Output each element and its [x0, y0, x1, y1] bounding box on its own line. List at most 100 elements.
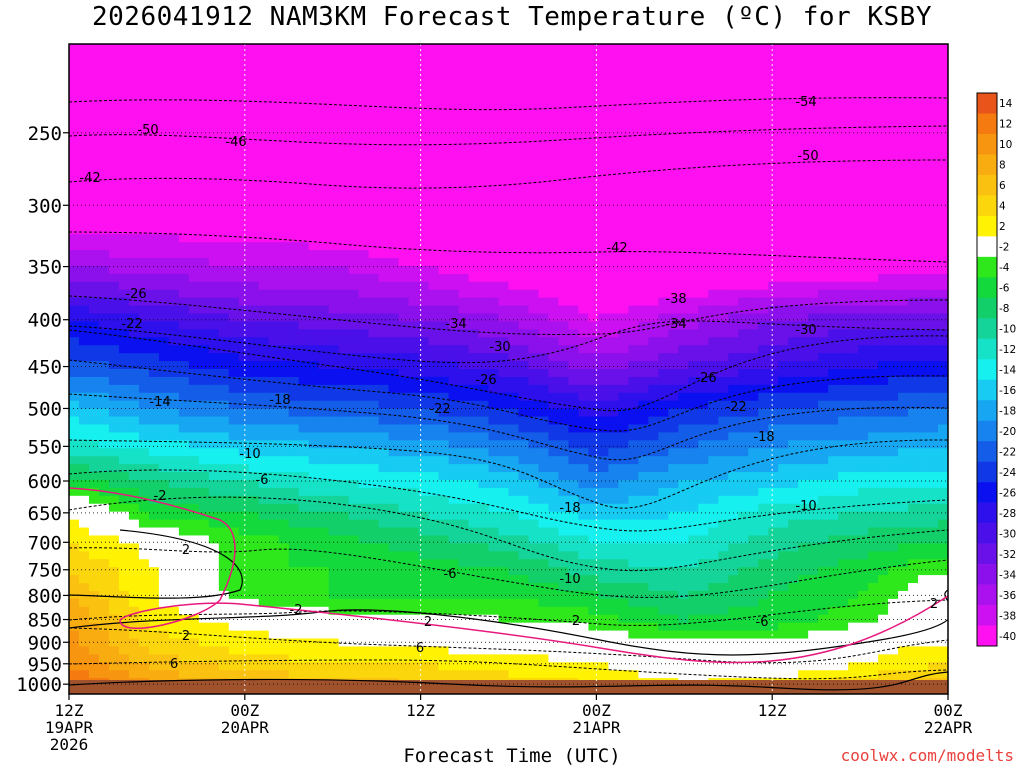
field-cell — [248, 448, 260, 457]
field-cell — [398, 170, 410, 180]
field-cell — [668, 194, 679, 204]
field-cell — [548, 384, 560, 394]
field-cell — [438, 575, 450, 584]
field-cell — [158, 51, 170, 61]
field-cell — [218, 384, 230, 394]
field-cell — [188, 590, 200, 600]
field-cell — [568, 258, 580, 267]
field-cell — [298, 210, 310, 219]
field-cell — [178, 590, 190, 600]
field-cell — [488, 353, 500, 362]
field-cell — [278, 44, 290, 53]
field-cell — [98, 361, 110, 370]
field-cell — [69, 479, 80, 489]
field-cell — [518, 210, 530, 219]
field-cell — [368, 51, 380, 61]
field-cell — [578, 440, 590, 449]
field-cell — [298, 281, 310, 291]
field-cell — [548, 543, 560, 552]
field-cell — [378, 186, 390, 196]
field-cell — [588, 329, 599, 338]
field-cell — [538, 567, 550, 576]
field-cell — [368, 170, 380, 180]
field-cell — [108, 408, 120, 418]
field-cell — [588, 519, 599, 529]
field-cell — [498, 384, 510, 394]
field-cell — [658, 519, 669, 529]
field-cell — [178, 123, 190, 132]
field-cell — [348, 250, 360, 259]
field-cell — [278, 456, 290, 465]
field-cell — [558, 416, 570, 426]
field-cell — [528, 606, 540, 616]
field-cell — [268, 440, 280, 449]
field-cell — [268, 448, 280, 457]
field-cell — [648, 598, 659, 608]
field-cell — [478, 265, 490, 275]
field-cell — [69, 662, 80, 671]
field-cell — [578, 400, 590, 410]
field-cell — [498, 448, 510, 457]
field-cell — [238, 456, 250, 465]
field-cell — [308, 424, 320, 434]
field-cell — [188, 567, 200, 576]
field-cell — [348, 321, 360, 330]
field-cell — [528, 400, 540, 410]
field-cell — [488, 654, 500, 663]
field-cell — [448, 606, 460, 616]
field-cell — [538, 432, 550, 441]
field-cell — [598, 51, 609, 61]
field-cell — [248, 543, 260, 552]
field-cell — [368, 654, 380, 663]
field-cell — [548, 99, 560, 109]
field-cell — [348, 646, 360, 655]
field-cell — [388, 479, 400, 489]
field-cell — [278, 654, 290, 663]
field-cell — [498, 472, 510, 481]
field-cell — [338, 321, 350, 330]
field-cell — [548, 606, 560, 616]
field-cell — [628, 630, 639, 640]
field-cell — [568, 369, 580, 378]
field-cell — [598, 559, 609, 568]
field-cell — [348, 91, 360, 101]
field-cell — [378, 194, 390, 204]
field-cell — [248, 408, 260, 418]
field-cell — [408, 535, 420, 544]
field-cell — [628, 226, 639, 235]
field-cell — [508, 218, 520, 227]
field-cell — [598, 598, 609, 608]
field-cell — [338, 273, 350, 283]
field-cell — [428, 91, 440, 101]
field-cell — [498, 638, 510, 648]
field-cell — [668, 519, 679, 529]
field-cell — [538, 519, 550, 529]
field-cell — [598, 194, 609, 204]
field-cell — [558, 432, 570, 441]
field-cell — [158, 638, 170, 648]
field-cell — [368, 503, 380, 513]
field-cell — [168, 289, 180, 299]
field-cell — [358, 265, 370, 275]
field-cell — [178, 329, 190, 338]
field-cell — [568, 242, 580, 251]
field-cell — [208, 583, 220, 592]
field-cell — [278, 464, 290, 473]
field-cell — [98, 305, 110, 315]
field-cell — [658, 384, 669, 394]
field-cell — [498, 606, 510, 616]
field-cell — [288, 487, 300, 497]
field-cell — [478, 234, 490, 243]
field-cell — [378, 392, 390, 402]
field-cell — [308, 305, 320, 315]
field-cell — [238, 345, 250, 354]
field-cell — [218, 305, 230, 315]
field-cell — [78, 353, 90, 362]
field-cell — [368, 258, 380, 267]
field-cell — [518, 503, 530, 513]
field-cell — [248, 297, 260, 307]
field-cell — [358, 218, 370, 227]
field-cell — [158, 115, 170, 124]
field-cell — [148, 416, 160, 426]
field-cell — [248, 638, 260, 648]
